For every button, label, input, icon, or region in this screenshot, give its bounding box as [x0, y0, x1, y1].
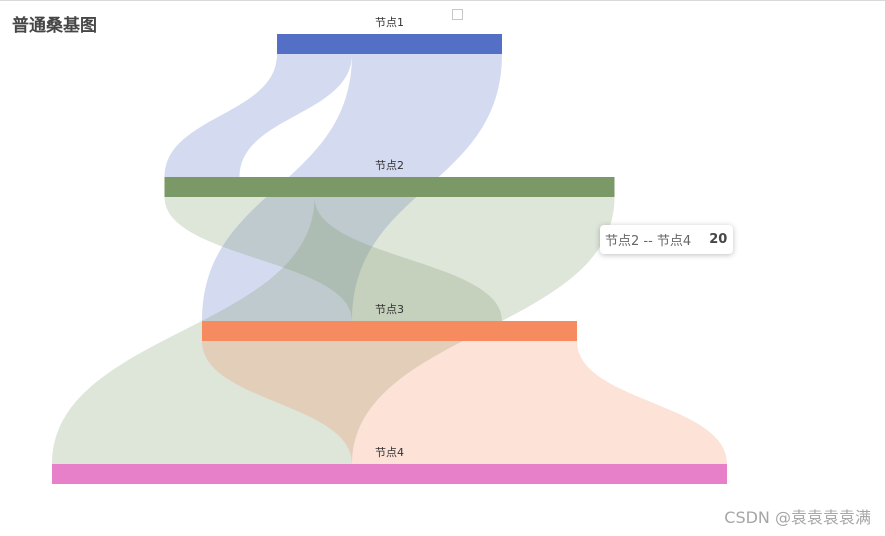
link-节点3-节点4[interactable]	[202, 341, 727, 464]
links-layer	[52, 54, 727, 464]
node-label-4: 节点4	[375, 446, 404, 459]
node-bar-3[interactable]	[202, 321, 577, 341]
tooltip-value: 20	[709, 232, 728, 247]
node-bar-1[interactable]	[277, 34, 502, 54]
node-bar-4[interactable]	[52, 464, 727, 484]
link-节点1-节点2[interactable]	[164, 54, 353, 177]
link-tooltip: 节点2 -- 节点4 20	[600, 225, 734, 254]
node-label-2: 节点2	[375, 159, 404, 172]
node-bar-2[interactable]	[164, 177, 615, 197]
node-label-3: 节点3	[375, 303, 404, 316]
node-label-1: 节点1	[375, 16, 404, 29]
nodes-layer	[52, 34, 727, 484]
link-节点2-节点3[interactable]	[164, 197, 503, 321]
top-border	[0, 0, 885, 1]
toolbox-square-icon[interactable]	[452, 9, 463, 20]
tooltip-label: 节点2 -- 节点4	[605, 234, 692, 249]
watermark: CSDN @袁袁袁袁满	[724, 508, 871, 527]
chart-title: 普通桑基图	[12, 16, 97, 36]
labels-layer: 节点1 节点2 节点3 节点4	[375, 16, 404, 459]
